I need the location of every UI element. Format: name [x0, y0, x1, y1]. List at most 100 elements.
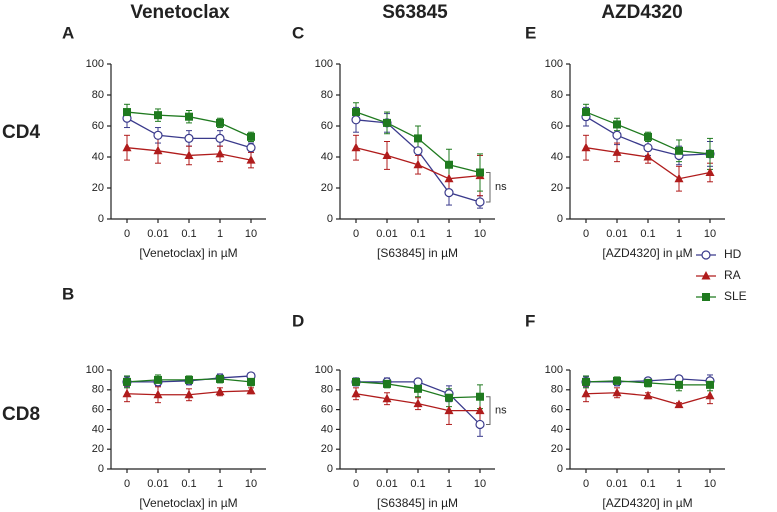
- panel-letter: B: [62, 284, 74, 303]
- marker: [706, 149, 714, 158]
- y-tick-label: 0: [327, 213, 333, 225]
- marker: [215, 386, 225, 396]
- panel-letter: F: [525, 311, 535, 330]
- marker: [674, 173, 684, 183]
- marker: [444, 173, 454, 183]
- y-tick-label: 100: [86, 58, 104, 70]
- marker: [215, 148, 225, 158]
- x-tick-label: 1: [217, 228, 223, 240]
- y-tick-label: 60: [92, 404, 104, 416]
- x-tick-label: 0: [124, 478, 130, 490]
- marker: [185, 112, 193, 121]
- y-tick-label: 40: [551, 151, 563, 163]
- x-tick-label: 0: [583, 228, 589, 240]
- x-axis-label: [S63845] in µM: [377, 496, 458, 510]
- y-tick-label: 40: [551, 423, 563, 435]
- x-tick-label: 10: [245, 478, 257, 490]
- marker: [444, 188, 454, 198]
- marker: [612, 387, 622, 397]
- y-tick-label: 0: [98, 463, 104, 475]
- marker: [613, 120, 621, 129]
- marker: [154, 111, 162, 120]
- marker: [444, 405, 454, 415]
- marker: [582, 108, 590, 117]
- y-tick-label: 20: [321, 182, 333, 194]
- marker: [216, 374, 224, 383]
- marker: [382, 393, 392, 403]
- y-tick-label: 80: [551, 384, 563, 396]
- x-tick-label: 0: [353, 478, 359, 490]
- marker: [675, 146, 683, 155]
- x-tick-label: 0.1: [410, 478, 425, 490]
- marker: [582, 377, 590, 386]
- marker: [476, 392, 484, 401]
- marker: [701, 250, 711, 260]
- marker: [184, 389, 194, 399]
- marker: [701, 271, 711, 280]
- marker: [674, 399, 684, 409]
- x-tick-label: 10: [704, 478, 716, 490]
- panel-letter: C: [292, 23, 304, 42]
- marker: [445, 160, 453, 169]
- marker: [184, 150, 194, 159]
- marker: [154, 375, 162, 384]
- y-tick-label: 80: [321, 89, 333, 101]
- y-tick-label: 60: [321, 120, 333, 132]
- y-tick-label: 60: [551, 404, 563, 416]
- panel-letter: A: [62, 23, 74, 42]
- bracket: [486, 172, 491, 203]
- marker: [123, 377, 131, 386]
- column-title: Venetoclax: [130, 2, 230, 23]
- x-tick-label: 0.1: [410, 228, 425, 240]
- marker: [351, 142, 361, 152]
- marker: [414, 134, 422, 143]
- marker: [247, 377, 255, 386]
- marker: [613, 376, 621, 385]
- marker: [475, 197, 485, 207]
- x-tick-label: 1: [217, 478, 223, 490]
- marker: [153, 130, 163, 140]
- marker: [413, 377, 423, 387]
- x-tick-label: 0.01: [376, 228, 397, 240]
- marker: [705, 390, 715, 400]
- y-tick-label: 80: [551, 89, 563, 101]
- x-tick-label: 10: [474, 228, 486, 240]
- marker: [702, 293, 710, 301]
- marker: [644, 378, 652, 387]
- marker: [153, 389, 163, 399]
- marker: [475, 419, 485, 430]
- marker: [184, 133, 194, 143]
- marker: [476, 168, 484, 177]
- x-tick-label: 0: [353, 228, 359, 240]
- x-axis-label: [S63845] in µM: [377, 246, 458, 260]
- y-tick-label: 80: [92, 89, 104, 101]
- x-tick-label: 0: [124, 228, 130, 240]
- y-tick-label: 100: [86, 364, 104, 376]
- y-tick-label: 0: [557, 213, 563, 225]
- marker: [246, 143, 256, 153]
- x-tick-label: 1: [446, 228, 452, 240]
- panel-letter: D: [292, 311, 304, 330]
- marker: [351, 388, 361, 398]
- x-axis-label: [AZD4320] in µM: [602, 246, 692, 260]
- marker: [352, 108, 360, 117]
- y-tick-label: 100: [315, 58, 333, 70]
- annotation: ns: [495, 404, 507, 416]
- y-tick-label: 20: [551, 443, 563, 455]
- marker: [581, 388, 591, 398]
- marker: [247, 132, 255, 141]
- y-tick-label: 60: [551, 120, 563, 132]
- marker: [414, 384, 422, 393]
- marker: [383, 118, 391, 127]
- y-tick-label: 60: [92, 120, 104, 132]
- marker: [581, 142, 591, 152]
- column-title: S63845: [382, 2, 448, 23]
- y-tick-label: 60: [321, 404, 333, 416]
- y-tick-label: 80: [321, 384, 333, 396]
- y-tick-label: 100: [315, 364, 333, 376]
- marker: [413, 159, 423, 169]
- y-tick-label: 100: [545, 58, 563, 70]
- marker: [705, 167, 715, 176]
- x-tick-label: 0.01: [606, 228, 627, 240]
